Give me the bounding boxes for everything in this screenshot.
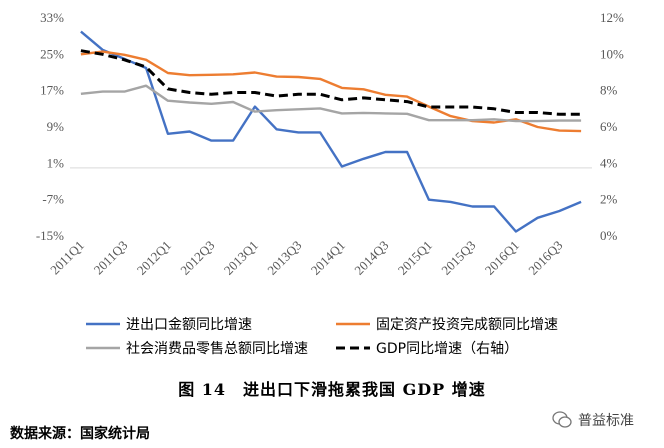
legend-label: 固定资产投资完成额同比增速 [376, 317, 558, 333]
left-axis-ticks: 33% 25% 17% 9% 1% -7% -15% [36, 10, 64, 243]
series-line [80, 50, 582, 133]
x-tick-label: 2016Q3 [525, 238, 565, 278]
left-tick-label: 17% [40, 83, 64, 98]
series-line [80, 30, 582, 233]
wechat-icon [552, 411, 572, 428]
left-tick-label: -7% [42, 192, 64, 207]
right-tick-label: 6% [600, 119, 618, 134]
left-tick-label: 33% [40, 10, 64, 25]
watermark: 普益标准 [552, 410, 634, 430]
data-source: 数据来源：国家统计局 [10, 426, 150, 442]
right-tick-label: 10% [600, 46, 624, 61]
x-tick-label: 2015Q3 [438, 238, 478, 278]
x-axis-ticks: 2011Q1 2011Q3 2012Q1 2012Q3 2013Q1 2013Q3 2014… [47, 238, 565, 278]
x-tick-label: 2014Q3 [351, 238, 391, 278]
right-tick-label: 2% [600, 192, 618, 207]
legend-label: 社会消费品零售总额同比增速 [126, 341, 308, 357]
x-tick-label: 2015Q1 [395, 238, 435, 278]
x-tick-label: 2011Q3 [91, 238, 131, 278]
x-tick-label: 2012Q3 [177, 238, 217, 278]
left-tick-label: -15% [36, 228, 64, 243]
series-lines [80, 30, 582, 233]
series-line [80, 84, 582, 123]
x-tick-label: 2016Q1 [482, 238, 522, 278]
x-tick-label: 2013Q1 [221, 238, 261, 278]
right-axis-ticks: 12% 10% 8% 6% 4% 2% 0% [600, 10, 624, 243]
left-tick-label: 9% [47, 119, 65, 134]
legend-label: GDP同比增速（右轴） [376, 341, 518, 357]
x-tick-label: 2011Q1 [47, 238, 87, 278]
right-tick-label: 0% [600, 228, 618, 243]
left-tick-label: 25% [40, 46, 64, 61]
right-tick-label: 12% [600, 10, 624, 25]
figure-caption: 图 14 进出口下滑拖累我国 GDP 增速 [178, 380, 486, 399]
legend-label: 进出口金额同比增速 [126, 317, 252, 333]
x-tick-label: 2012Q1 [134, 238, 174, 278]
right-tick-label: 4% [600, 155, 618, 170]
x-tick-label: 2013Q3 [264, 238, 304, 278]
watermark-text: 普益标准 [578, 413, 634, 429]
x-tick-label: 2014Q1 [308, 238, 348, 278]
left-tick-label: 1% [47, 155, 65, 170]
right-tick-label: 8% [600, 83, 618, 98]
